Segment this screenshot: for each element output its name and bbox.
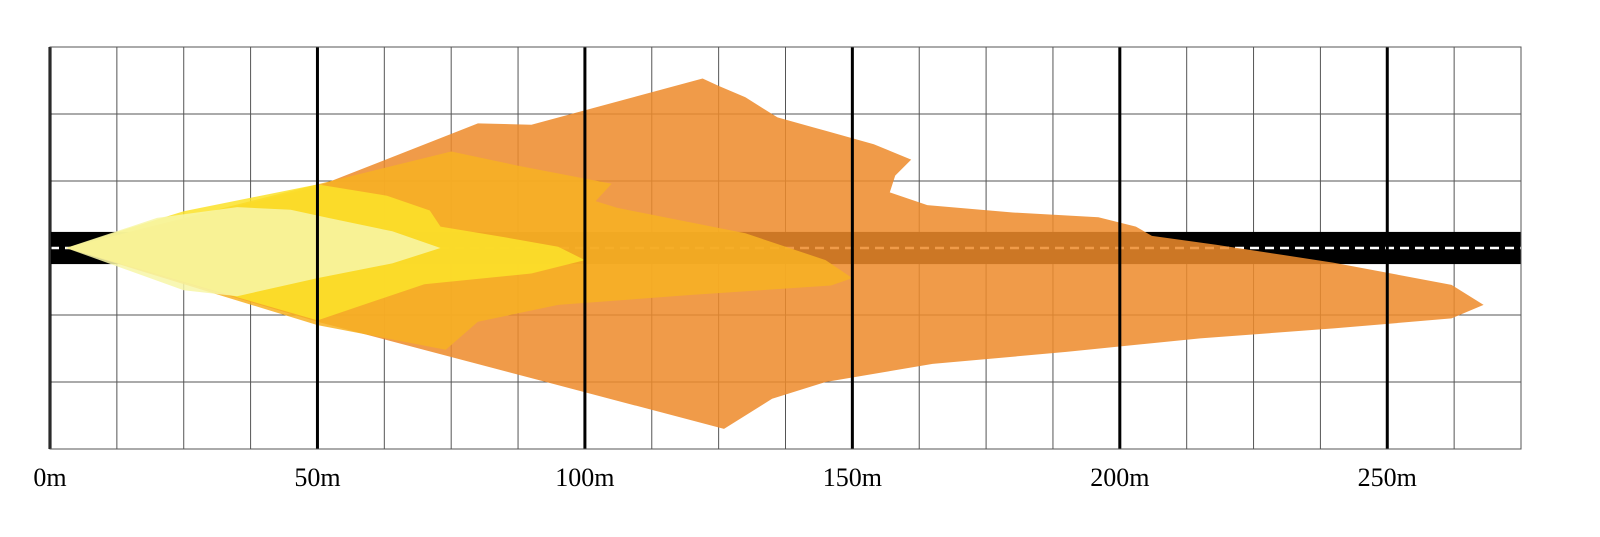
x-tick-label: 100m [555,463,614,492]
x-tick-label: 0m [33,463,66,492]
x-axis-tick-labels: 0m 50m 100m 150m 200m 250m [33,463,1417,492]
x-tick-label: 150m [823,463,882,492]
x-tick-label: 200m [1090,463,1149,492]
beam-series [66,79,1484,429]
x-tick-label: 50m [294,463,340,492]
x-tick-label: 250m [1358,463,1417,492]
